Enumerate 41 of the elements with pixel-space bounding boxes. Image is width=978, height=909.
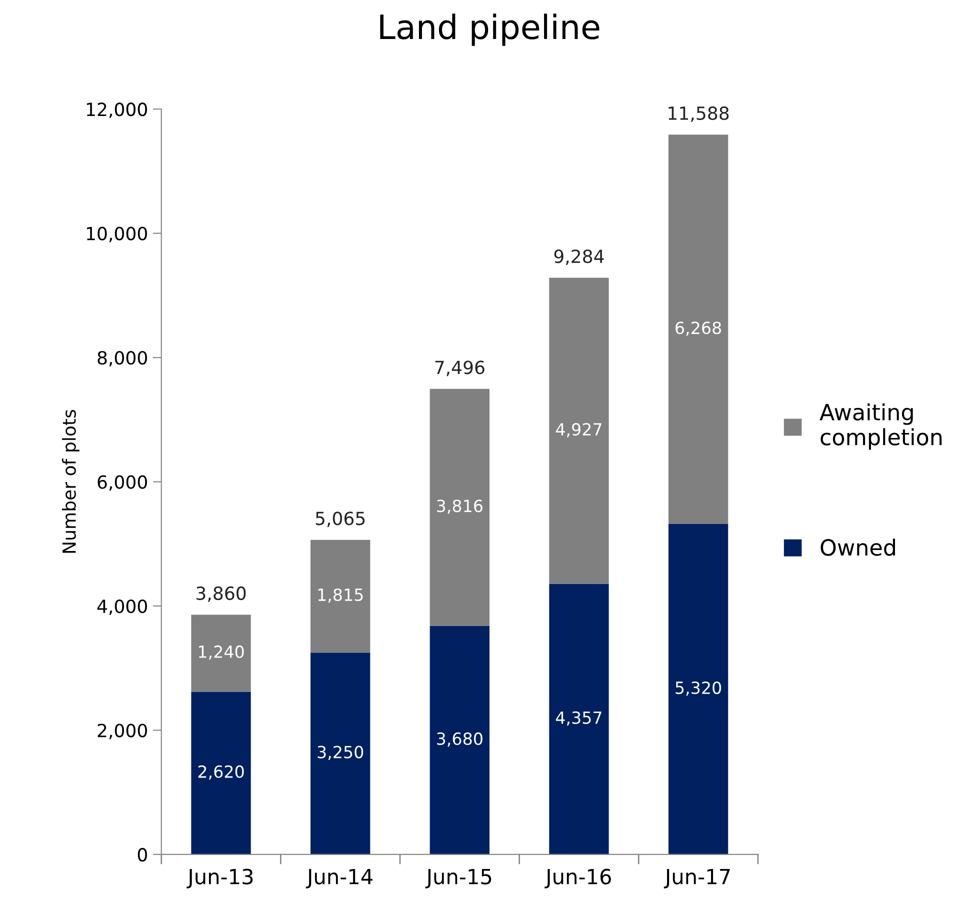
total-label: 9,284 bbox=[554, 250, 604, 266]
x-tick-label: Jun-16 bbox=[544, 868, 611, 888]
bar bbox=[430, 388, 490, 626]
total-label: 7,496 bbox=[435, 360, 484, 376]
x-tick-label: Jun-14 bbox=[306, 868, 372, 888]
data-label: 3,250 bbox=[318, 746, 364, 760]
chart-title: Land pipeline bbox=[380, 14, 600, 46]
data-label: 4,357 bbox=[556, 711, 602, 726]
data-label: 6,268 bbox=[676, 322, 722, 336]
data-label: 3,816 bbox=[437, 500, 482, 514]
total-label: 5,065 bbox=[316, 512, 365, 528]
legend-label: Awaiting completion bbox=[820, 403, 942, 450]
y-tick-label: 0 bbox=[138, 848, 147, 862]
data-label: 1,240 bbox=[199, 645, 244, 660]
data-label: 2,620 bbox=[198, 765, 244, 780]
legend-label: Owned bbox=[820, 538, 895, 556]
y-tick-label: 10,000 bbox=[86, 226, 147, 242]
data-label: 5,320 bbox=[676, 681, 722, 696]
bar bbox=[668, 134, 728, 524]
bar bbox=[549, 584, 609, 854]
bar bbox=[430, 626, 490, 854]
y-axis-title: Number of plots bbox=[62, 410, 80, 553]
bar bbox=[668, 524, 728, 854]
y-tick-label: 12,000 bbox=[86, 102, 147, 118]
bar bbox=[191, 614, 251, 692]
y-tick-label: 4,000 bbox=[97, 599, 147, 615]
bar bbox=[549, 278, 609, 584]
y-tick-label: 2,000 bbox=[98, 724, 147, 740]
data-label: 4,927 bbox=[556, 423, 602, 438]
total-label: 3,860 bbox=[196, 586, 246, 602]
y-tick-label: 8,000 bbox=[98, 351, 147, 366]
bar bbox=[310, 652, 370, 854]
bar bbox=[191, 692, 251, 854]
x-tick-label: Jun-15 bbox=[425, 868, 492, 888]
x-tick-label: Jun-13 bbox=[186, 868, 253, 888]
bar bbox=[310, 540, 370, 653]
x-tick-label: Jun-17 bbox=[664, 868, 730, 888]
data-label: 1,815 bbox=[318, 588, 363, 603]
data-label: 3,680 bbox=[437, 732, 482, 747]
y-tick-label: 6,000 bbox=[98, 475, 147, 491]
total-label: 11,588 bbox=[668, 106, 729, 122]
